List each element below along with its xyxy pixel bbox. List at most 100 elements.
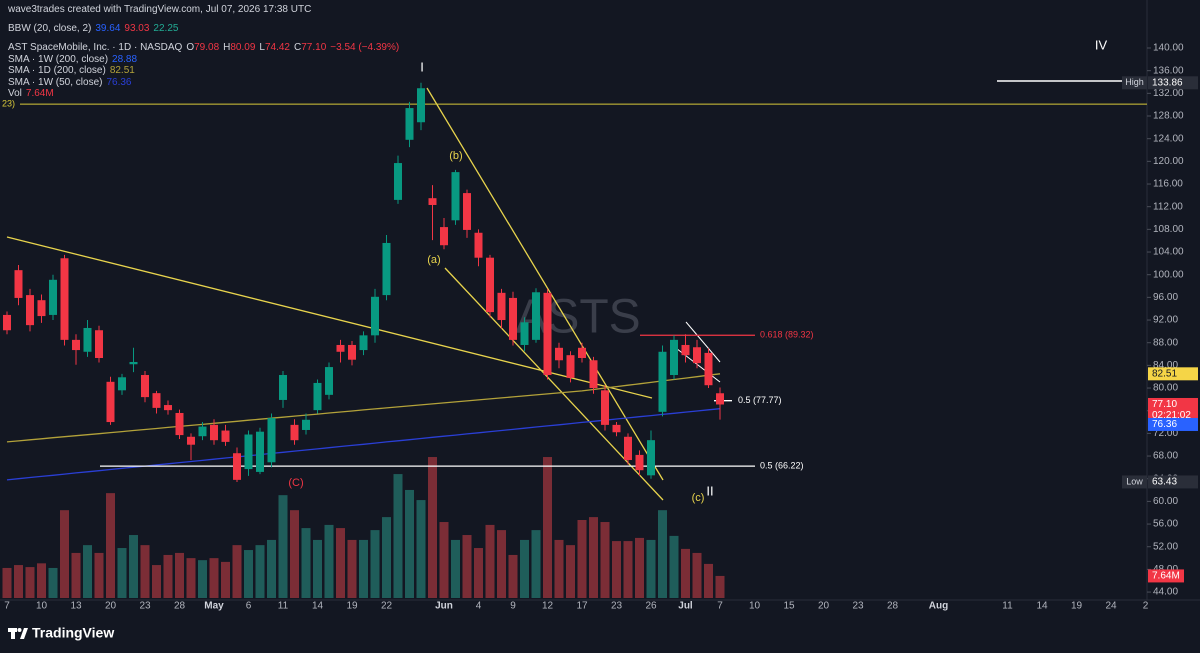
x-tick-label: 26 xyxy=(645,601,657,612)
candle-body xyxy=(37,300,46,317)
level-label: 0.618 (89.32) xyxy=(760,330,814,340)
x-tick-label: 22 xyxy=(381,601,393,612)
y-tick-label: 132.00 xyxy=(1153,88,1184,99)
x-tick-label: 24 xyxy=(1105,601,1117,612)
volume-bar xyxy=(48,567,58,598)
y-tick-label: 100.00 xyxy=(1153,269,1184,280)
x-tick-label: 4 xyxy=(476,601,482,612)
volume-bar xyxy=(600,522,610,598)
y-tick-label: 88.00 xyxy=(1153,337,1178,348)
price-tag-label: 133.86 xyxy=(1152,77,1183,88)
volume-bar xyxy=(520,539,529,598)
volume-bar xyxy=(382,517,391,598)
volume-bar xyxy=(94,552,104,598)
volume-bar xyxy=(612,541,621,598)
candle-body xyxy=(72,339,80,351)
volume-bar xyxy=(531,530,541,598)
level-label: 23) xyxy=(2,98,15,108)
y-tick-label: 128.00 xyxy=(1153,111,1184,122)
volume-bar xyxy=(692,552,702,598)
y-tick-label: 80.00 xyxy=(1153,383,1178,394)
candle-body xyxy=(417,88,425,123)
wave-label: II xyxy=(706,483,713,498)
symbol-name: AST SpaceMobile, Inc. · 1D · NASDAQ xyxy=(8,42,183,53)
y-tick-label: 136.00 xyxy=(1153,65,1184,76)
x-tick-label: 13 xyxy=(70,601,82,612)
legend-row: Vol 7.64M xyxy=(8,88,403,100)
volume-bar xyxy=(313,539,322,598)
volume-bar xyxy=(129,535,138,598)
volume-bar xyxy=(106,493,115,598)
volume-bar xyxy=(669,535,679,598)
volume-bar xyxy=(324,524,334,598)
price-tag-label: 76.36 xyxy=(1152,419,1177,430)
candle-body xyxy=(221,430,230,442)
volume-bar xyxy=(209,558,219,598)
series-value: 76.36 xyxy=(106,76,132,88)
y-tick-label: 72.00 xyxy=(1153,428,1178,439)
volume-bar xyxy=(301,528,311,598)
wave-label: (c) xyxy=(692,492,705,504)
volume-bar xyxy=(83,545,92,598)
price-tag-label: 63.43 xyxy=(1152,477,1177,488)
candle-body xyxy=(175,412,184,436)
candle-body xyxy=(624,436,632,461)
candle-body xyxy=(670,339,678,376)
volume-layer xyxy=(2,457,725,598)
volume-bar xyxy=(255,545,265,598)
candle-body xyxy=(359,335,368,351)
volume-value: 7.64M xyxy=(25,88,54,99)
volume-bar xyxy=(140,545,150,598)
y-tick-label: 56.00 xyxy=(1153,519,1178,530)
trend-line xyxy=(444,267,664,501)
candle-body xyxy=(26,295,34,326)
x-tick-label: 23 xyxy=(611,601,623,612)
ohlc-key: L xyxy=(259,42,265,53)
volume-bar xyxy=(152,565,161,598)
series-value: 82.51 xyxy=(109,65,135,76)
volume-bar xyxy=(646,539,656,598)
x-tick-label: 23 xyxy=(852,601,864,612)
volume-bar xyxy=(163,554,173,598)
volume-bar xyxy=(370,530,380,598)
y-tick-label: 108.00 xyxy=(1153,224,1184,235)
candle-body xyxy=(497,292,506,321)
volume-bar xyxy=(14,565,23,598)
x-tick-label: 19 xyxy=(346,601,358,612)
volume-bar xyxy=(715,575,725,598)
series-name: SMA · 1W (200, close) xyxy=(8,53,109,65)
candle-body xyxy=(716,393,724,405)
x-tick-label: Jul xyxy=(678,601,693,612)
x-tick-label: May xyxy=(204,601,224,612)
overlay-layer xyxy=(6,80,1147,501)
volume-bar xyxy=(577,520,587,598)
brand-logo xyxy=(8,628,28,639)
y-tick-label: 104.00 xyxy=(1153,247,1184,258)
y-tick-label: 124.00 xyxy=(1153,133,1184,144)
candle-body xyxy=(233,453,241,480)
indicator-value: 22.25 xyxy=(153,22,179,34)
y-tick-label: 112.00 xyxy=(1153,201,1183,212)
candle-body xyxy=(106,381,115,423)
y-tick-label: 120.00 xyxy=(1153,156,1184,167)
volume-tag-label: 7.64M xyxy=(1152,571,1180,582)
wave-label: I xyxy=(420,59,424,74)
legend: wave3trades created with TradingView.com… xyxy=(8,4,403,100)
candle-layer xyxy=(3,82,724,482)
candle-body xyxy=(382,242,391,296)
ohlc-key: C xyxy=(294,42,302,53)
volume-bar xyxy=(508,554,518,598)
x-tick-label: 19 xyxy=(1071,601,1083,612)
candle-body xyxy=(693,347,701,364)
volume-bar xyxy=(462,535,472,598)
y-tick-label: 116.00 xyxy=(1153,179,1183,190)
volume-bar xyxy=(278,495,288,598)
candle-body xyxy=(267,418,276,463)
volume-bar xyxy=(635,537,644,598)
y-tick-label: 52.00 xyxy=(1153,541,1178,552)
candle-body xyxy=(3,314,11,331)
candle-body xyxy=(198,426,207,437)
candle-body xyxy=(647,440,655,476)
y-tick-label: 60.00 xyxy=(1153,496,1178,507)
